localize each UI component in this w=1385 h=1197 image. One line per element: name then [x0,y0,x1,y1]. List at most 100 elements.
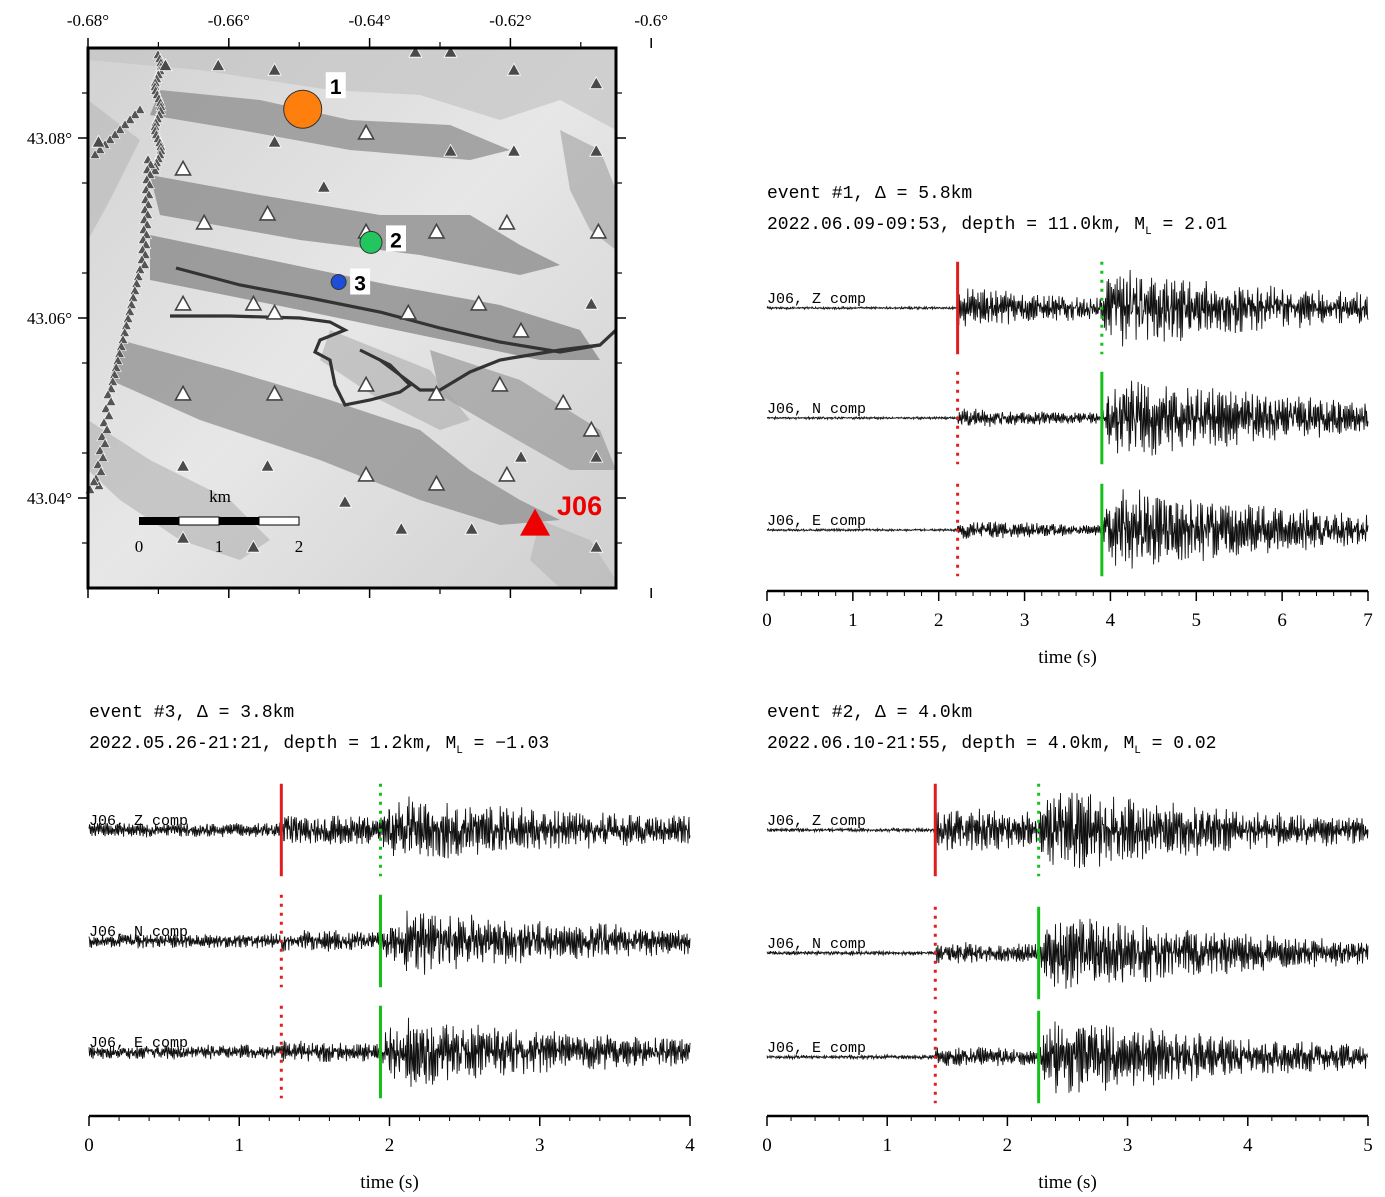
station-marker-filled [443,48,458,58]
time-tick-label: 5 [1192,610,1202,631]
time-axis-label: time (s) [1038,647,1097,668]
ridge-station-marker [101,423,113,434]
time-tick-label: 3 [1020,610,1030,631]
event-marker-1 [283,89,323,129]
ridge-station-marker [109,128,121,139]
panel-title: event #2, Δ = 4.0km [767,703,972,723]
time-tick-label: 6 [1277,610,1287,631]
station-marker-open [589,222,608,239]
component-label: J06, Z comp [89,813,188,830]
station-marker-filled [589,143,604,157]
ridge-station-marker [125,298,138,309]
component-label: J06, Z comp [767,291,866,308]
ridge-station-marker [131,277,143,288]
ridge-station-marker [115,340,127,351]
component-label: J06, N comp [767,401,866,418]
fault-trace-south [170,314,601,407]
station-marker-filled [260,458,275,472]
station-marker-filled [513,449,529,463]
ridge-station-marker [134,263,146,274]
seismogram-panel-event1: event #1, Δ = 5.8km 2022.06.09-09:53, dep… [762,184,1373,668]
lon-tick-label: -0.64° [348,11,390,30]
station-marker-open [174,159,192,176]
time-tick-label: 0 [762,1135,772,1156]
panel-subtitle: 2022.06.10-21:55, depth = 4.0km, ML = 0.… [767,734,1217,757]
station-marker-filled [394,521,409,535]
ridge-station-marker [88,475,100,486]
ridge-station-marker [124,305,136,316]
station-marker-open [195,213,214,230]
station-marker-filled [91,134,106,148]
lat-tick-label: 43.04° [27,489,72,508]
station-marker-filled [316,179,332,193]
time-tick-label: 2 [385,1135,395,1156]
ridge-station-marker [134,103,146,114]
ridge-station-marker [105,395,117,406]
component-label: J06, E comp [89,1035,188,1052]
event-label-2: 2 [390,229,402,252]
ridge-station-marker [103,409,115,420]
lon-tick-label: -0.62° [489,11,531,30]
station-marker-filled [175,530,191,544]
time-axis-label: time (s) [360,1172,419,1193]
station-marker-filled [589,539,604,553]
lat-tick-label: 43.06° [27,309,72,328]
station-marker-open [265,303,284,320]
station-marker-filled [267,134,282,148]
map-axes: -0.68° -0.66° -0.64° -0.62° -0.6° 43.08° 43.06… [27,11,668,598]
ridge-station-marker [95,465,107,476]
stations [91,48,608,553]
scale-bar-label-2: 2 [295,537,304,556]
ridge-station-marker [99,437,111,448]
ridge-station-marker [89,148,101,159]
scale-bar-label-0: 0 [135,537,144,556]
time-axis-label: time (s) [1038,1172,1097,1193]
component-label: J06, N comp [767,936,866,953]
waveform-trace [766,489,1369,569]
ridge-station-marker [114,123,126,134]
scale-bar-label-1: 1 [215,537,224,556]
event-marker-3 [330,274,347,290]
ridge-station-marker [110,361,122,372]
station-marker-open [244,294,263,311]
waveform-trace [766,792,1369,869]
station-marker-open [490,375,509,392]
station-marker-filled [443,143,458,157]
station-marker-filled [506,62,522,76]
event-label-1: 1 [330,76,342,99]
time-tick-label: 0 [84,1135,94,1156]
time-tick-label: 1 [848,610,858,631]
time-tick-label: 4 [1243,1135,1253,1156]
event-label-box [350,268,371,295]
shaded-relief [88,48,616,588]
time-tick-label: 2 [1003,1135,1013,1156]
station-marker-filled [175,458,191,472]
station-marker-open [469,294,488,311]
time-tick-label: 1 [882,1135,892,1156]
station-marker-filled [589,76,604,90]
seismogram-panel-event2: event #2, Δ = 4.0km 2022.06.10-21:55, dep… [762,703,1373,1193]
station-marker-filled [211,58,226,72]
station-marker-open [512,321,530,338]
station-marker-open [357,465,375,482]
station-marker-open [427,474,446,491]
time-tick-label: 5 [1363,1135,1373,1156]
station-marker-filled [589,449,604,463]
fault-traces [170,266,616,407]
waveform-trace [88,796,691,859]
j06-marker [520,508,551,536]
panel-title: event #3, Δ = 3.8km [89,703,294,723]
lon-tick-label: -0.6° [634,11,668,30]
component-label: J06, Z comp [767,813,866,830]
time-tick-label: 4 [685,1135,695,1156]
station-marker-filled [408,48,423,58]
ridge-station-marker [114,347,126,358]
waveform-trace [88,910,691,975]
ridge-station-marker [92,458,104,469]
time-tick-label: 3 [535,1135,545,1156]
ridge-station-marker [102,388,114,399]
waveform-trace [766,918,1369,989]
station-marker-filled [584,296,599,310]
station-j06: J06 [520,491,602,536]
